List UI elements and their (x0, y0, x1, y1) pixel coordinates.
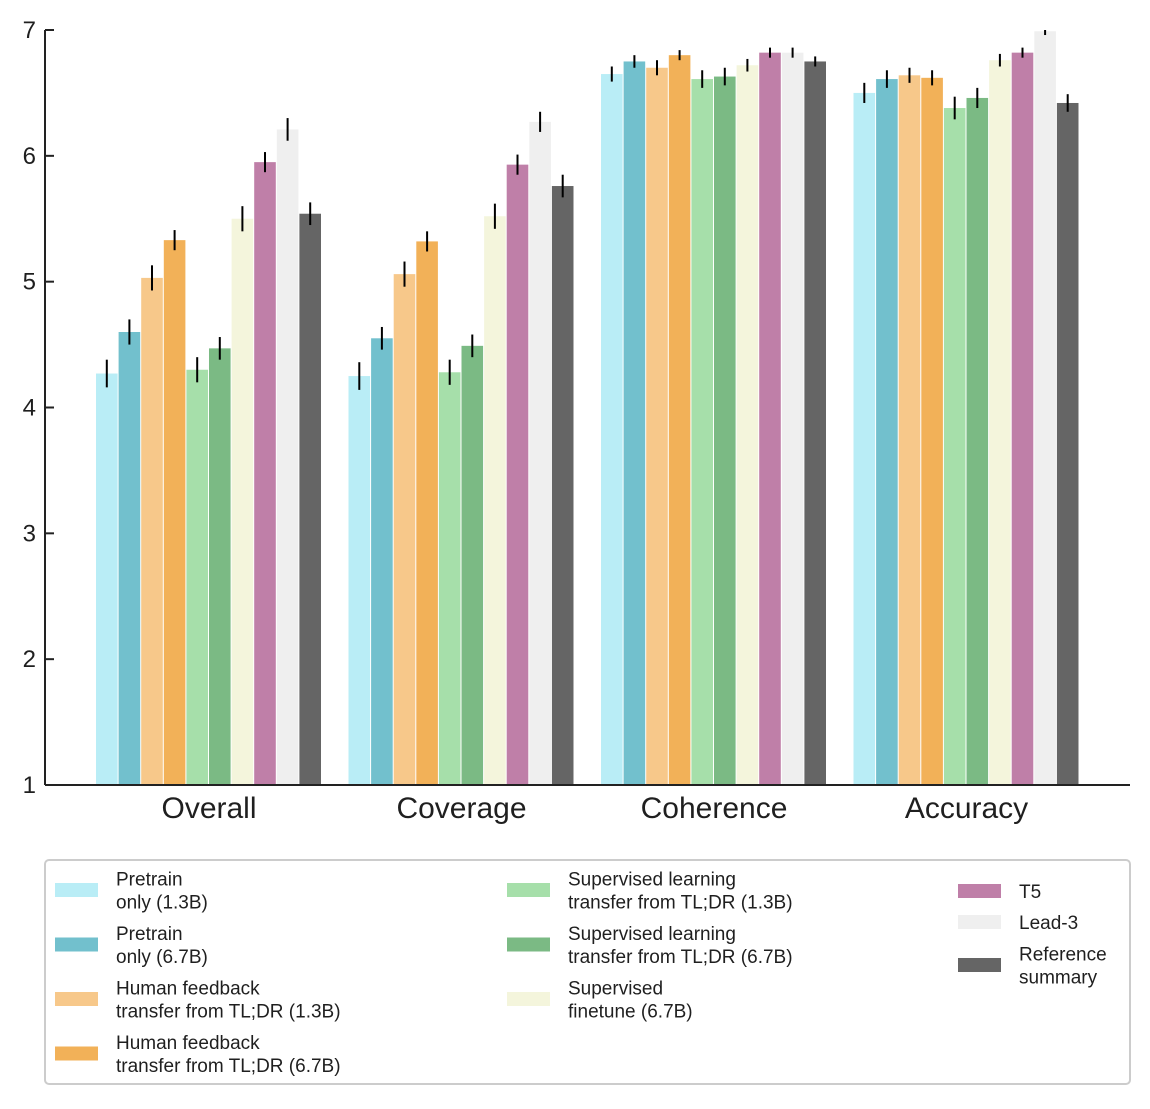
legend-label-supervised-finetune-6-7b: Supervised finetune (6.7B) (568, 979, 693, 1023)
legend-swatch-pretrain-only-6-7b (55, 937, 98, 952)
bar-accuracy-t5 (1011, 52, 1034, 785)
x-tick-label-accuracy: Accuracy (905, 792, 1028, 825)
x-tick-label-coverage: Coverage (396, 792, 526, 825)
bar-coherence-human-feedback-transfer-from-tl-dr-6-7b (668, 55, 691, 786)
legend-label-human-feedback-transfer-from-tl-dr-6-7b: Human feedback transfer from TL;DR (6.7B) (116, 1033, 341, 1077)
bar-coverage-reference-summary (551, 186, 574, 785)
legend-label-pretrain-only-1-3b: Pretrain only (1.3B) (116, 870, 208, 914)
bar-accuracy-pretrain-only-1-3b (853, 92, 876, 786)
y-ticks: 1 2 3 4 5 6 7 (23, 17, 54, 799)
bar-accuracy-human-feedback-transfer-from-tl-dr-6-7b (921, 77, 943, 785)
x-tick-label-overall: Overall (161, 792, 256, 825)
bar-accuracy-human-feedback-transfer-from-tl-dr-1-3b (898, 75, 921, 786)
legend-label-t5: T5 (1019, 882, 1041, 903)
bar-overall-human-feedback-transfer-from-tl-dr-1-3b (141, 277, 163, 785)
bar-coherence-reference-summary (804, 61, 826, 785)
legend-label-human-feedback-transfer-from-tl-dr-1-3b: Human feedback transfer from TL;DR (1.3B) (116, 979, 341, 1023)
legend-swatch-supervised-learning-transfer-from-tl-dr-6-7b (507, 937, 550, 952)
bar-coherence-pretrain-only-1-3b (601, 74, 623, 786)
bar-accuracy-supervised-learning-transfer-from-tl-dr-1-3b (943, 108, 966, 785)
bar-overall-supervised-learning-transfer-from-tl-dr-6-7b (209, 348, 231, 785)
bar-accuracy-lead-3 (1034, 31, 1056, 785)
bar-coherence-t5 (759, 52, 781, 785)
bar-coherence-human-feedback-transfer-from-tl-dr-1-3b (646, 67, 668, 785)
bar-overall-lead-3 (276, 129, 299, 785)
legend-frame (44, 859, 1131, 1085)
bar-overall-human-feedback-transfer-from-tl-dr-6-7b (163, 240, 186, 785)
bar-coverage-lead-3 (529, 121, 551, 786)
legend-label-supervised-learning-transfer-from-tl-dr-1-3b: Supervised learning transfer from TL;DR (… (568, 870, 793, 914)
bar-overall-supervised-learning-transfer-from-tl-dr-1-3b (186, 369, 208, 785)
legend: Pretrain only (1.3B) Pretrain only (6.7B) Hu… (44, 859, 1131, 1085)
bar-coherence-supervised-learning-transfer-from-tl-dr-6-7b (714, 76, 736, 785)
bar-overall-reference-summary (299, 213, 321, 786)
legend-swatch-supervised-learning-transfer-from-tl-dr-1-3b (507, 883, 550, 897)
bar-coverage-supervised-finetune-6-7b (484, 216, 506, 786)
bar-coverage-t5 (506, 164, 529, 785)
legend-swatch-human-feedback-transfer-from-tl-dr-1-3b (55, 992, 98, 1006)
bar-overall-pretrain-only-1-3b (96, 373, 118, 785)
bar-coverage-pretrain-only-6-7b (371, 338, 393, 785)
bar-overall-pretrain-only-6-7b (118, 332, 141, 785)
y-tick-label-5: 5 (23, 269, 36, 296)
error-bars-layer (105, 30, 1069, 390)
legend-swatch-pretrain-only-1-3b (55, 883, 98, 897)
legend-swatch-lead-3 (958, 915, 1001, 929)
y-tick-label-1: 1 (23, 772, 36, 799)
bars-layer (96, 31, 1079, 786)
bar-overall-supervised-finetune-6-7b (231, 218, 254, 785)
bar-accuracy-pretrain-only-6-7b (876, 79, 898, 785)
y-tick-label-6: 6 (23, 143, 36, 170)
x-ticks: Overall Coverage Coherence Accuracy (161, 792, 1028, 825)
y-tick-label-3: 3 (23, 520, 36, 547)
legend-swatch-reference-summary (958, 958, 1001, 972)
legend-swatch-human-feedback-transfer-from-tl-dr-6-7b (55, 1046, 98, 1061)
bar-coverage-human-feedback-transfer-from-tl-dr-1-3b (393, 274, 416, 785)
bar-coverage-pretrain-only-1-3b (348, 376, 371, 785)
bar-coverage-supervised-learning-transfer-from-tl-dr-1-3b (438, 372, 461, 785)
x-tick-label-coherence: Coherence (641, 792, 788, 825)
bar-coverage-supervised-learning-transfer-from-tl-dr-6-7b (461, 345, 484, 785)
legend-label-supervised-learning-transfer-from-tl-dr-6-7b: Supervised learning transfer from TL;DR (… (568, 924, 793, 968)
legend-label-lead-3: Lead-3 (1019, 913, 1078, 934)
y-tick-label-2: 2 (23, 646, 36, 673)
bar-accuracy-reference-summary (1056, 102, 1079, 786)
y-tick-label-7: 7 (23, 17, 36, 44)
bar-coherence-supervised-finetune-6-7b (736, 65, 759, 786)
bar-coherence-supervised-learning-transfer-from-tl-dr-1-3b (691, 79, 713, 785)
bar-overall-t5 (254, 162, 276, 786)
bar-accuracy-supervised-learning-transfer-from-tl-dr-6-7b (966, 97, 989, 785)
legend-label-reference-summary: Reference summary (1019, 945, 1107, 989)
legend-swatch-supervised-finetune-6-7b (507, 992, 550, 1006)
bar-coherence-lead-3 (781, 52, 804, 785)
legend-label-pretrain-only-6-7b: Pretrain only (6.7B) (116, 924, 208, 968)
legend-swatch-t5 (958, 884, 1001, 898)
bar-coherence-pretrain-only-6-7b (623, 61, 646, 785)
bar-accuracy-supervised-finetune-6-7b (989, 60, 1011, 785)
bar-coverage-human-feedback-transfer-from-tl-dr-6-7b (416, 241, 438, 785)
y-tick-label-4: 4 (23, 395, 36, 422)
